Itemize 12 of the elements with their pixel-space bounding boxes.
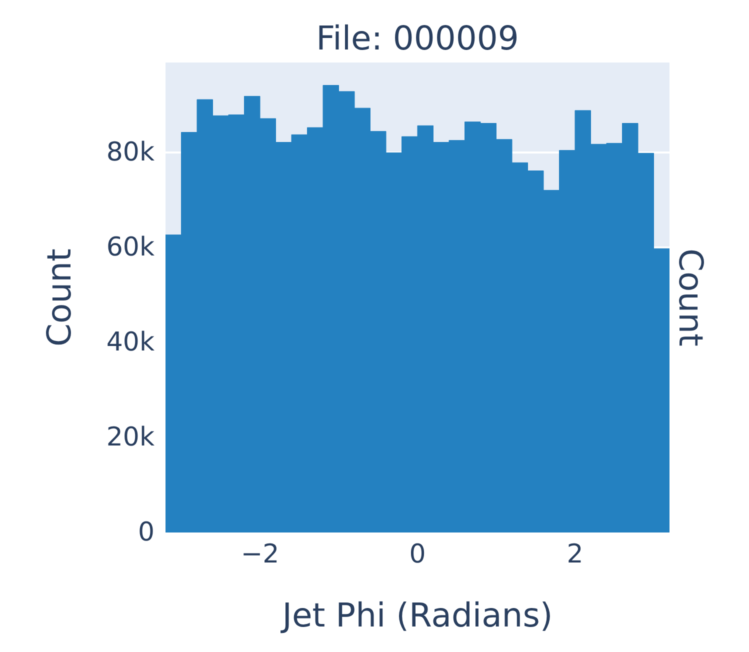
x-axis-title: Jet Phi (Radians)	[280, 596, 553, 634]
chart-title: File: 000009	[316, 18, 519, 58]
x-tick-label: 2	[566, 540, 584, 570]
y2-axis-title: Count	[672, 248, 710, 347]
y-tick-label: 40k	[106, 328, 154, 358]
x-tick-label: −2	[240, 540, 280, 570]
y-tick-label: 20k	[106, 422, 154, 453]
y-tick-label: 60k	[106, 232, 154, 263]
y-axis-title: Count	[39, 248, 78, 346]
y-tick-label: 0	[138, 518, 155, 548]
y-tick-label: 80k	[106, 138, 154, 168]
x-tick-label: 0	[409, 540, 426, 570]
